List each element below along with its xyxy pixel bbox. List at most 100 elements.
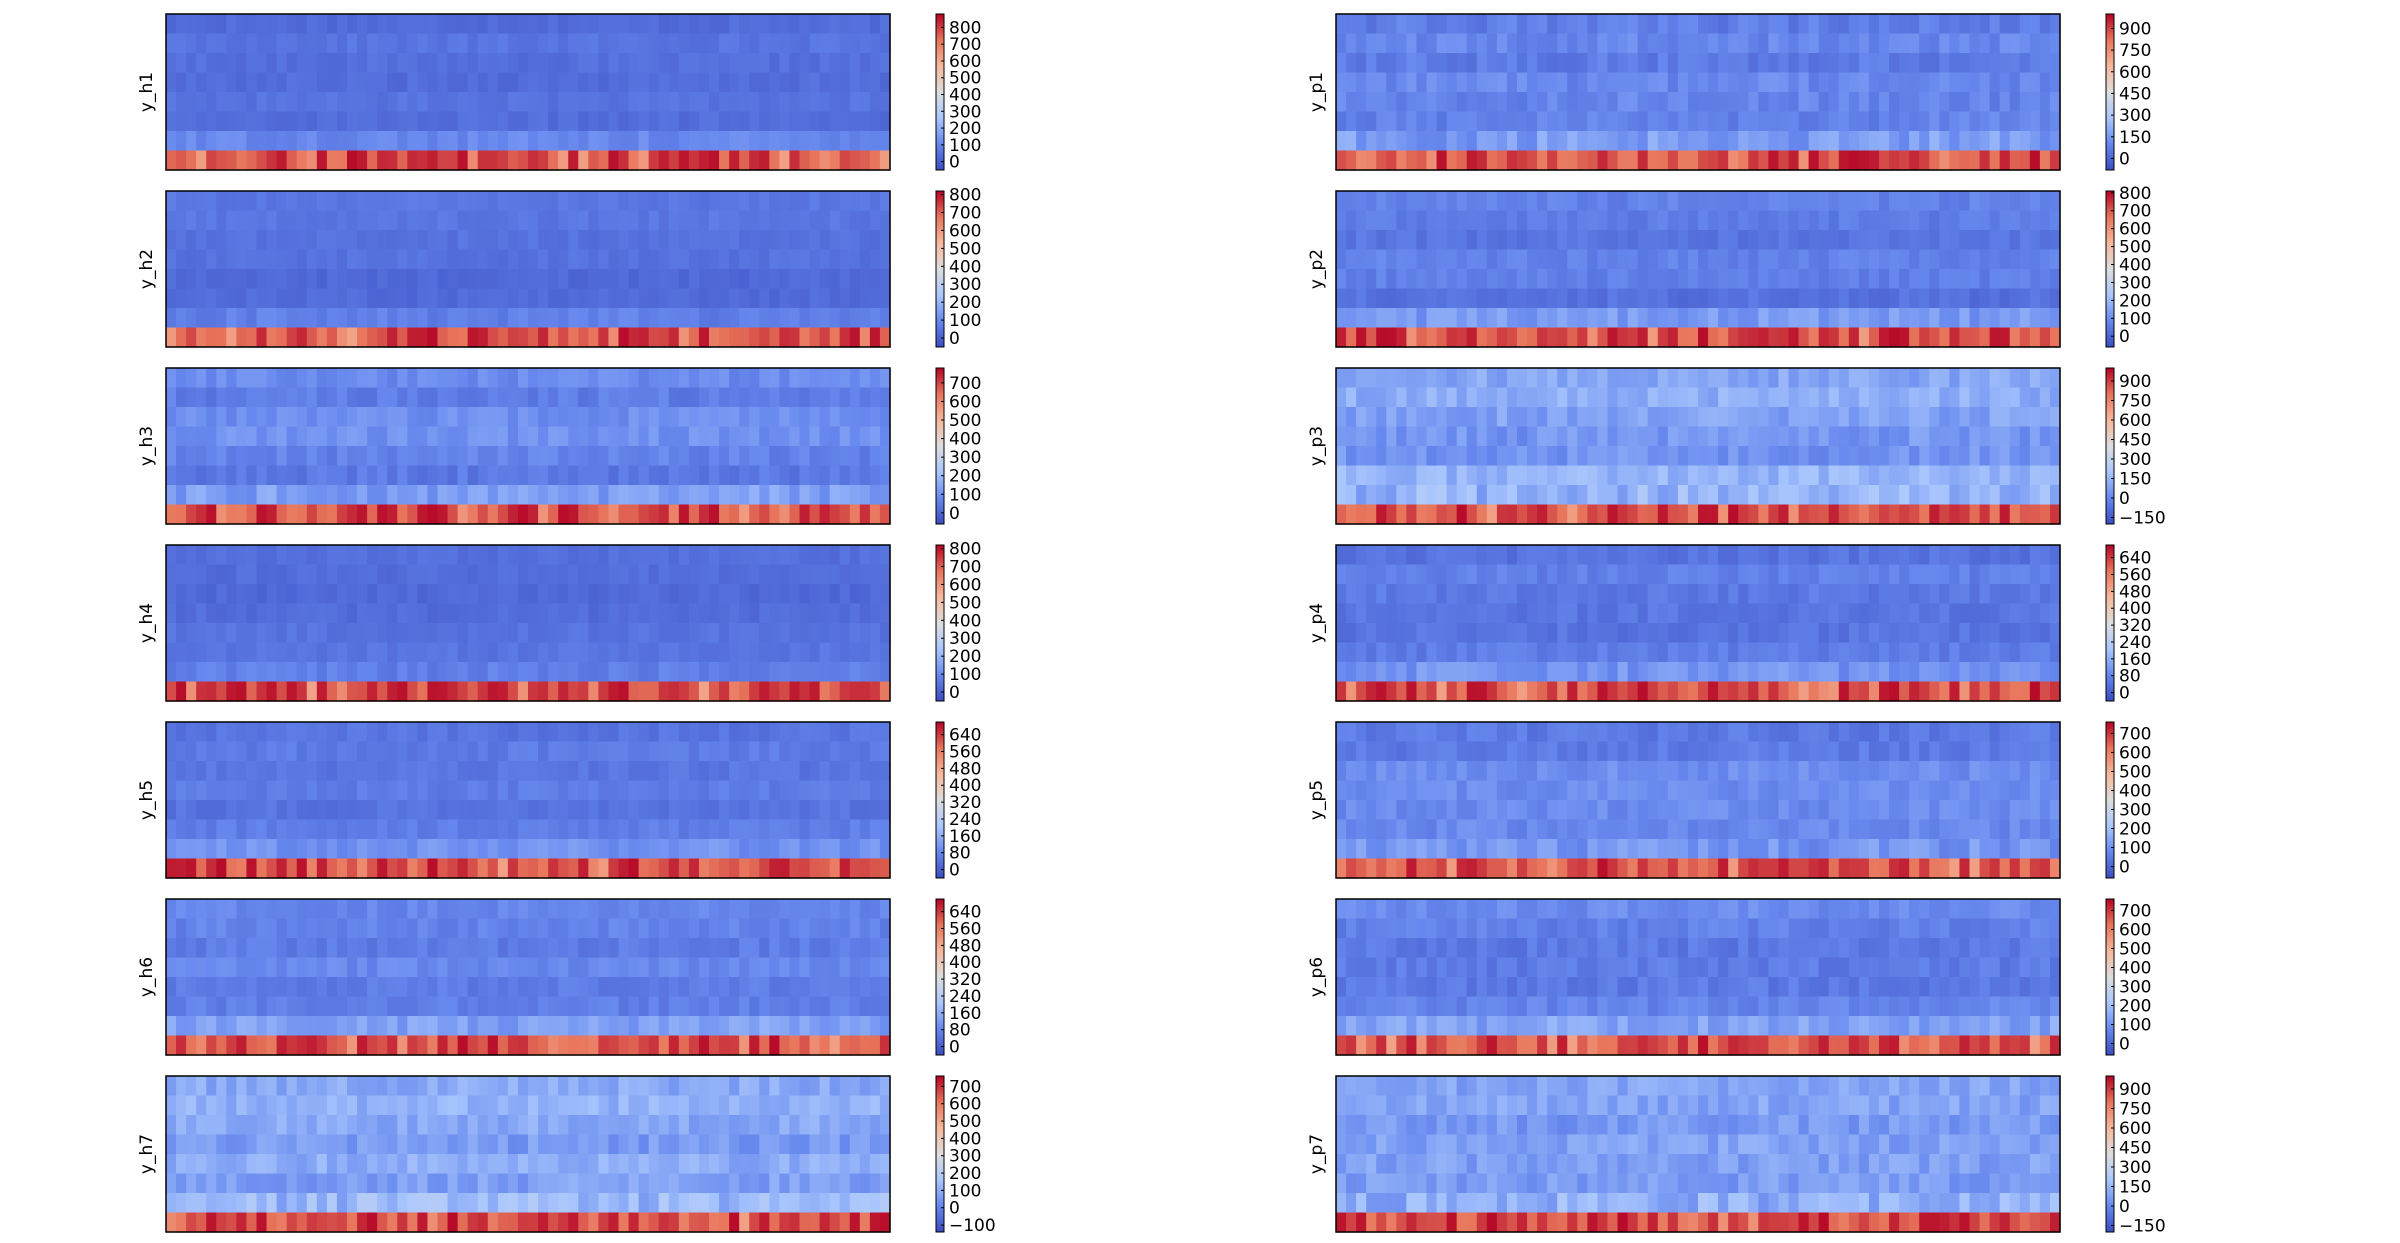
heatmap-cell bbox=[1496, 72, 1508, 93]
heatmap-cell bbox=[1758, 230, 1769, 251]
heatmap-cell bbox=[578, 150, 589, 171]
heatmap-cell bbox=[829, 249, 841, 270]
heatmap-cell bbox=[326, 387, 338, 408]
heatmap-cell bbox=[578, 426, 589, 447]
heatmap-cell bbox=[166, 504, 177, 525]
heatmap-cell bbox=[1446, 485, 1458, 506]
heatmap-cell bbox=[1939, 210, 1950, 231]
heatmap-cell bbox=[236, 741, 248, 762]
heatmap-cell bbox=[246, 407, 258, 428]
heatmap-cell bbox=[1788, 681, 1800, 702]
heatmap-cell bbox=[447, 603, 459, 624]
heatmap-cell bbox=[1446, 327, 1458, 348]
heatmap-cell bbox=[1466, 603, 1478, 624]
heatmap-cell bbox=[417, 623, 429, 644]
heatmap-cell bbox=[497, 111, 509, 132]
heatmap-cell bbox=[407, 584, 418, 605]
heatmap-cell bbox=[628, 504, 640, 525]
heatmap-ylabel: y_p3 bbox=[1307, 426, 1327, 466]
heatmap-cell bbox=[2019, 230, 2031, 251]
heatmap-cell bbox=[1577, 210, 1588, 231]
heatmap-cell bbox=[769, 249, 780, 270]
heatmap-cell bbox=[1476, 465, 1488, 486]
heatmap-cell bbox=[538, 14, 549, 35]
heatmap-cell bbox=[568, 150, 579, 171]
heatmap-cell bbox=[176, 308, 187, 329]
heatmap-cell bbox=[1808, 92, 1820, 113]
heatmap-cell bbox=[1607, 150, 1619, 171]
heatmap-cell bbox=[1728, 545, 1739, 566]
heatmap-cell bbox=[638, 327, 650, 348]
heatmap-cells bbox=[166, 545, 891, 702]
heatmap-cell bbox=[1868, 368, 1880, 389]
heatmap-cell bbox=[447, 14, 459, 35]
heatmap-cell bbox=[1356, 681, 1367, 702]
heatmap-cell bbox=[789, 150, 801, 171]
heatmap-cell bbox=[176, 407, 187, 428]
heatmap-cell bbox=[397, 722, 408, 743]
heatmap-cell bbox=[1627, 407, 1639, 428]
heatmap-cell bbox=[1496, 33, 1508, 54]
heatmap-cell bbox=[1768, 446, 1780, 467]
heatmap-cell bbox=[1738, 681, 1749, 702]
heatmap-cell bbox=[186, 14, 197, 35]
heatmap-cell bbox=[799, 230, 811, 251]
heatmap-cell bbox=[548, 603, 559, 624]
heatmap-cell bbox=[1808, 131, 1820, 152]
heatmap-cell bbox=[739, 249, 750, 270]
heatmap-cell bbox=[1919, 662, 1930, 683]
heatmap-cell bbox=[1778, 150, 1790, 171]
heatmap-cell bbox=[698, 722, 710, 743]
heatmap-cell bbox=[2029, 642, 2041, 663]
heatmap-cell bbox=[1949, 131, 1961, 152]
heatmap-cell bbox=[487, 426, 499, 447]
heatmap-cell bbox=[1868, 623, 1880, 644]
heatmap-cell bbox=[1506, 603, 1518, 624]
heatmap-cell bbox=[698, 33, 710, 54]
heatmap-cell bbox=[1989, 426, 2001, 447]
heatmap-cell bbox=[1667, 150, 1679, 171]
heatmap-cell bbox=[709, 603, 720, 624]
heatmap-cell bbox=[779, 662, 791, 683]
heatmap-cell bbox=[779, 308, 791, 329]
colorbar-tick-label: 900 bbox=[2119, 372, 2151, 392]
heatmap-cell bbox=[789, 761, 801, 782]
heatmap-cell bbox=[286, 92, 298, 113]
heatmap-cell bbox=[1506, 191, 1518, 212]
heatmap-cell bbox=[1436, 584, 1448, 605]
heatmap-cell bbox=[467, 465, 479, 486]
heatmap-cell bbox=[1587, 14, 1599, 35]
heatmap-cell bbox=[1456, 14, 1468, 35]
heatmap-cell bbox=[779, 150, 791, 171]
heatmap-cell bbox=[578, 407, 589, 428]
heatmap-cell bbox=[477, 14, 489, 35]
heatmap-cell bbox=[276, 584, 288, 605]
heatmap-cell bbox=[1416, 249, 1428, 270]
heatmap-cell bbox=[357, 230, 368, 251]
heatmap-cell bbox=[1577, 327, 1588, 348]
heatmap-cell bbox=[1808, 465, 1820, 486]
heatmap-cell bbox=[1486, 465, 1498, 486]
heatmap-cell bbox=[578, 327, 589, 348]
heatmap-cell bbox=[548, 131, 559, 152]
heatmap-cell bbox=[1476, 269, 1488, 290]
heatmap-cell bbox=[427, 191, 439, 212]
heatmap-cell bbox=[266, 288, 278, 309]
heatmap-cell bbox=[387, 741, 398, 762]
heatmap-cell bbox=[849, 584, 861, 605]
heatmap-cell bbox=[417, 741, 429, 762]
heatmap-cell bbox=[839, 623, 851, 644]
heatmap-cell bbox=[859, 230, 871, 251]
heatmap-cell bbox=[276, 14, 288, 35]
heatmap-cell bbox=[1456, 584, 1468, 605]
heatmap-cell bbox=[1547, 426, 1558, 447]
heatmap-cell bbox=[326, 761, 338, 782]
heatmap-cell bbox=[166, 426, 177, 447]
heatmap-cell bbox=[1858, 288, 1870, 309]
heatmap-cell bbox=[276, 191, 288, 212]
heatmap-cell bbox=[1426, 387, 1438, 408]
heatmap-cell bbox=[1949, 446, 1961, 467]
heatmap-cell bbox=[1949, 269, 1961, 290]
heatmap-cell bbox=[1506, 150, 1518, 171]
colorbar bbox=[935, 13, 945, 171]
